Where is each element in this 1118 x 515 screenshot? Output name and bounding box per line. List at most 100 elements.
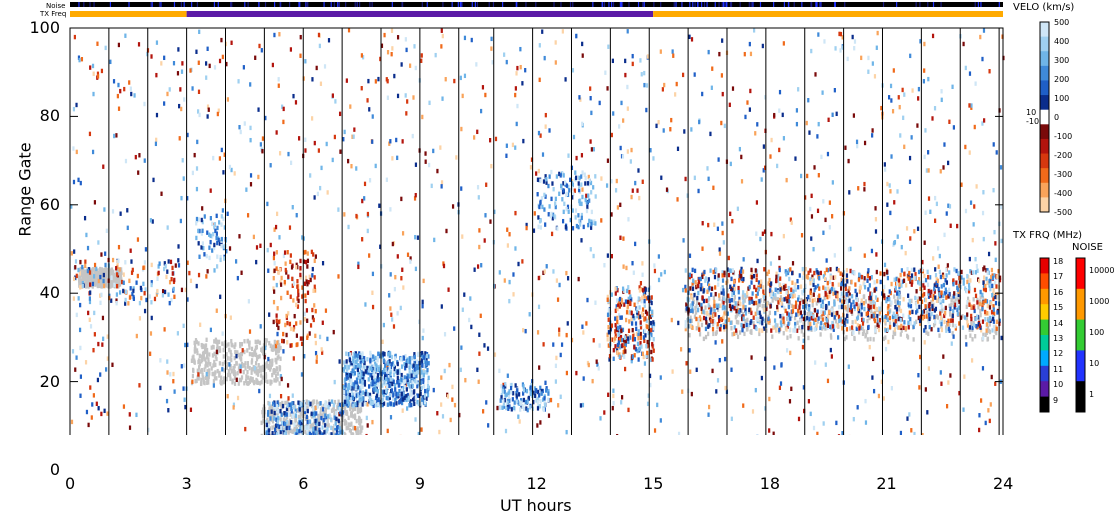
velocity-cell: [301, 372, 303, 376]
velocity-cell: [452, 204, 454, 208]
velocity-cell: [879, 271, 881, 275]
velocity-cell: [382, 351, 384, 355]
velocity-cell: [130, 92, 132, 96]
velocity-cell: [92, 64, 94, 68]
velocity-cell: [477, 264, 479, 268]
velocity-cell: [115, 266, 117, 270]
velocity-cell: [786, 178, 788, 182]
velocity-cell: [867, 56, 869, 60]
velocity-cell: [889, 183, 891, 187]
velocity-cell: [789, 399, 791, 403]
ground-scatter-cell: [253, 350, 255, 354]
velocity-cell: [182, 158, 184, 162]
velocity-cell: [387, 402, 389, 406]
velocity-cell: [207, 269, 209, 273]
ground-scatter-cell: [270, 380, 272, 384]
velocity-cell: [792, 261, 794, 265]
velocity-cell: [548, 128, 550, 132]
velocity-cell: [931, 116, 933, 120]
velocity-cell: [113, 134, 115, 138]
noise-strip-sample: [265, 2, 266, 7]
velocity-cell: [575, 34, 577, 38]
velocity-cell: [420, 370, 422, 374]
velocity-cell: [118, 107, 120, 111]
velocity-cell: [867, 70, 869, 74]
velocity-cell: [115, 133, 117, 137]
velocity-cell: [506, 60, 508, 64]
velocity-cell: [181, 364, 183, 368]
velocity-cell: [976, 264, 978, 268]
ground-scatter-cell: [239, 342, 241, 346]
velocity-cell: [521, 81, 523, 85]
velocity-cell: [593, 147, 595, 151]
noise-strip-sample: [458, 2, 459, 7]
velocity-cell: [478, 333, 480, 337]
velocity-cell: [260, 324, 262, 328]
velocity-cell: [346, 78, 348, 82]
velocity-cell: [395, 401, 397, 405]
velocity-cell: [361, 351, 363, 355]
velocity-cell: [371, 139, 373, 143]
velocity-cell: [978, 428, 980, 432]
velocity-cell: [354, 371, 356, 375]
velocity-cell: [321, 347, 323, 351]
velocity-cell: [864, 253, 866, 257]
velocity-cell: [89, 132, 91, 136]
velocity-cell: [424, 393, 426, 397]
velocity-cell: [101, 342, 103, 346]
velocity-cell: [773, 365, 775, 369]
velocity-cell: [935, 273, 937, 277]
velocity-cell: [749, 89, 751, 93]
noise-strip-sample: [197, 2, 198, 7]
velocity-cell: [940, 169, 942, 173]
noise-strip-sample: [675, 2, 676, 7]
ground-scatter-cell: [222, 362, 224, 366]
velocity-cell: [672, 369, 674, 373]
velocity-cell: [810, 49, 812, 53]
ground-scatter-cell: [207, 377, 209, 381]
velocity-cell: [910, 428, 912, 432]
velocity-cell: [79, 260, 81, 264]
velocity-cell: [378, 397, 380, 401]
velocity-cell: [292, 205, 294, 209]
ground-scatter-cell: [245, 374, 247, 378]
ground-scatter-cell: [229, 366, 231, 370]
ground-scatter-cell: [743, 332, 745, 336]
velocity-cell: [996, 150, 998, 154]
velocity-cell: [123, 87, 125, 91]
velocity-cell: [853, 113, 855, 117]
velocity-cell: [586, 298, 588, 302]
velocity-cell: [80, 181, 82, 185]
ground-scatter-cell: [213, 360, 215, 364]
noise-strip-sample: [730, 2, 731, 7]
velocity-cell: [261, 48, 263, 52]
velocity-cell: [137, 170, 139, 174]
velocity-cell: [447, 394, 449, 398]
velocity-cell: [814, 360, 816, 364]
velocity-cell: [875, 217, 877, 221]
velocity-cell: [617, 205, 619, 209]
velocity-cell: [96, 42, 98, 46]
velocity-cell: [183, 324, 185, 328]
velocity-cell: [575, 156, 577, 160]
velocity-cell: [364, 392, 366, 396]
ground-scatter-cell: [192, 374, 194, 378]
velocity-cell: [939, 270, 941, 274]
velocity-cell: [192, 171, 194, 175]
velocity-cell: [273, 33, 275, 37]
velocity-cell: [73, 249, 75, 253]
velocity-cell: [102, 316, 104, 320]
noise-strip-sample: [307, 2, 308, 7]
velocity-cell: [397, 376, 399, 380]
velocity-cell: [682, 73, 684, 77]
velocity-cell: [307, 251, 309, 255]
velocity-cell: [253, 235, 255, 239]
velocity-cell: [201, 206, 203, 210]
velocity-cell: [464, 74, 466, 78]
velocity-cell: [181, 61, 183, 65]
velocity-cell: [258, 44, 260, 48]
velocity-cell: [923, 42, 925, 46]
velocity-cell: [884, 263, 886, 267]
velocity-cell: [823, 421, 825, 425]
velocity-cell: [163, 101, 165, 105]
